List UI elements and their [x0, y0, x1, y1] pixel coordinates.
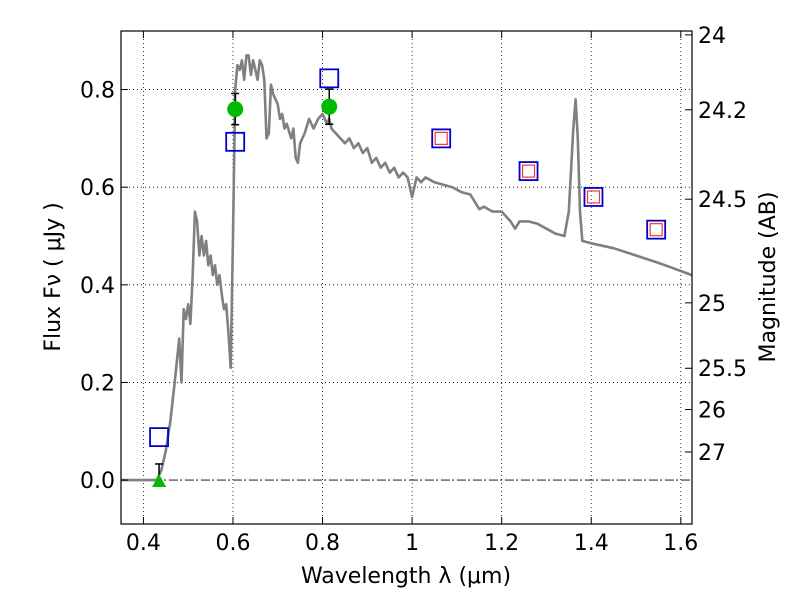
inner-photometry-square: [649, 223, 663, 237]
inner-photometry-square: [521, 164, 536, 178]
y-tick-label: 0.2: [80, 371, 115, 396]
y-axis-label: Flux Fν ( μJy ): [41, 202, 66, 351]
tick-labels: 0.4 0.6 0.8 1 1.2 1.4 1.6 0.0 0.2 0.4 0.6 0.8 24 24.2…: [80, 24, 747, 556]
observed-flux-point: [227, 101, 244, 118]
y2-tick-label: 24.2: [698, 99, 747, 124]
model-photometry-square: [225, 131, 246, 152]
data-series: [121, 54, 693, 488]
y2-axis-label: Magnitude (AB): [756, 192, 781, 363]
x-tick-label: 0.8: [305, 531, 340, 556]
y2-tick-label: 24.5: [698, 188, 747, 213]
axis-ticks: [121, 31, 692, 524]
y2-tick-label: 26: [698, 399, 726, 424]
y-tick-label: 0.8: [80, 79, 115, 104]
model-photometry-square: [518, 161, 539, 181]
inner-photometry-square: [434, 131, 448, 145]
x-tick-label: 1.6: [663, 531, 698, 556]
model-photometry-square: [149, 427, 169, 448]
model-photometry-square: [583, 187, 604, 207]
upper-limit-triangle: [152, 474, 167, 488]
x-tick-label: 1.2: [484, 531, 519, 556]
inner-photometry-square: [586, 190, 601, 204]
model-photometry-square: [646, 219, 667, 240]
plot-frame: [120, 30, 693, 525]
y-tick-label: 0.4: [80, 274, 115, 299]
x-axis-label: Wavelength λ (μm): [301, 564, 511, 589]
x-tick-label: 0.6: [215, 531, 250, 556]
y2-tick-label: 25.5: [698, 357, 747, 382]
x-tick-label: 1: [405, 531, 419, 556]
y2-tick-label: 24: [698, 24, 726, 49]
x-tick-label: 1.4: [574, 531, 609, 556]
y2-tick-label: 25: [698, 292, 726, 317]
model-photometry-square: [431, 128, 452, 149]
grid-lines: [121, 31, 692, 524]
model-spectrum-line: [121, 54, 693, 482]
y2-tick-label: 27: [698, 441, 726, 466]
y-tick-label: 0.6: [80, 176, 115, 201]
observed-flux-point: [321, 98, 338, 115]
x-tick-label: 0.4: [126, 531, 161, 556]
y-tick-label: 0.0: [80, 469, 115, 494]
model-photometry-square: [319, 68, 340, 89]
